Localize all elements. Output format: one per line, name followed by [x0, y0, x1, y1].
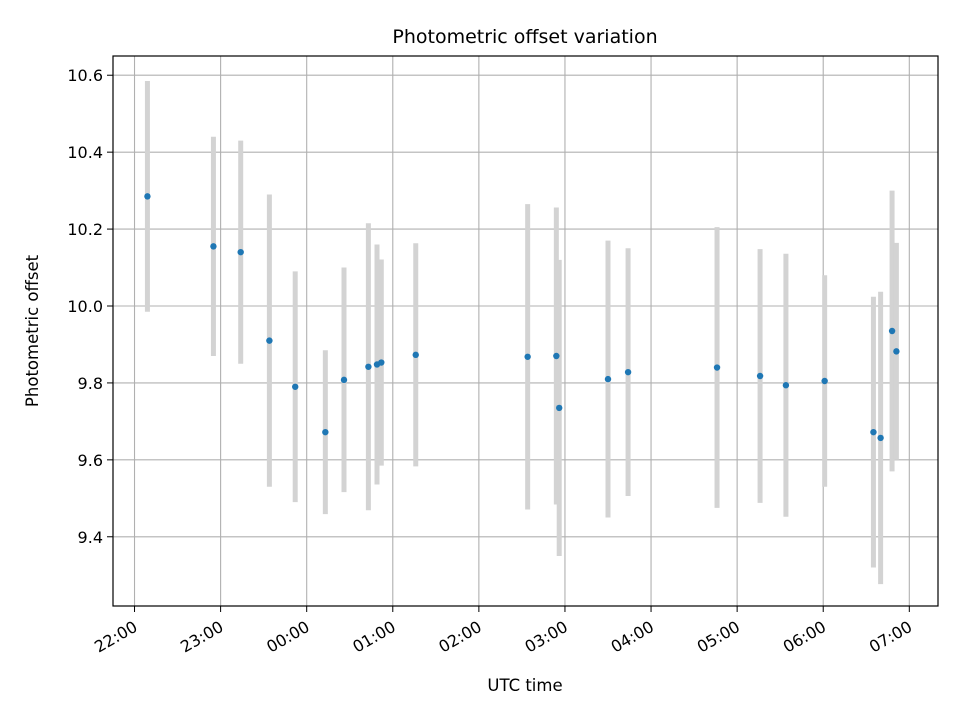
data-points: [144, 193, 900, 442]
data-point: [870, 428, 877, 436]
data-point: [266, 337, 273, 344]
data-point: [365, 363, 372, 370]
data-point: [553, 352, 560, 360]
data-point: [888, 327, 896, 335]
plot-frame: [112, 55, 939, 607]
y-tick-label: 10.0: [67, 297, 103, 316]
data-point: [524, 353, 531, 360]
y-tick-label: 9.4: [78, 528, 103, 547]
data-point: [604, 375, 612, 383]
data-point: [782, 382, 790, 389]
y-axis-ticks: 9.4 9.6 9.8 10.0 10.2 10.4 10.6: [67, 66, 113, 547]
data-point: [237, 248, 244, 256]
chart-title: Photometric offset variation: [392, 26, 657, 48]
y-tick-label: 9.6: [78, 451, 103, 470]
data-point: [378, 359, 385, 366]
data-point: [322, 428, 329, 436]
y-tick-label: 9.8: [78, 374, 103, 393]
data-point: [210, 243, 217, 250]
data-point: [756, 372, 764, 380]
y-tick-label: 10.2: [67, 220, 103, 239]
y-axis-label: Photometric offset: [23, 254, 42, 407]
data-point: [340, 376, 348, 384]
y-tick-label: 10.4: [67, 143, 103, 162]
data-point: [877, 434, 884, 442]
data-point: [624, 368, 632, 376]
x-axis-label: UTC time: [487, 676, 562, 695]
y-tick-label: 10.6: [67, 66, 103, 85]
data-point: [292, 383, 299, 390]
data-point: [412, 351, 419, 359]
data-point: [893, 348, 900, 355]
data-point: [556, 404, 563, 412]
data-point: [713, 364, 721, 371]
data-point: [821, 377, 828, 385]
data-point: [144, 193, 151, 200]
